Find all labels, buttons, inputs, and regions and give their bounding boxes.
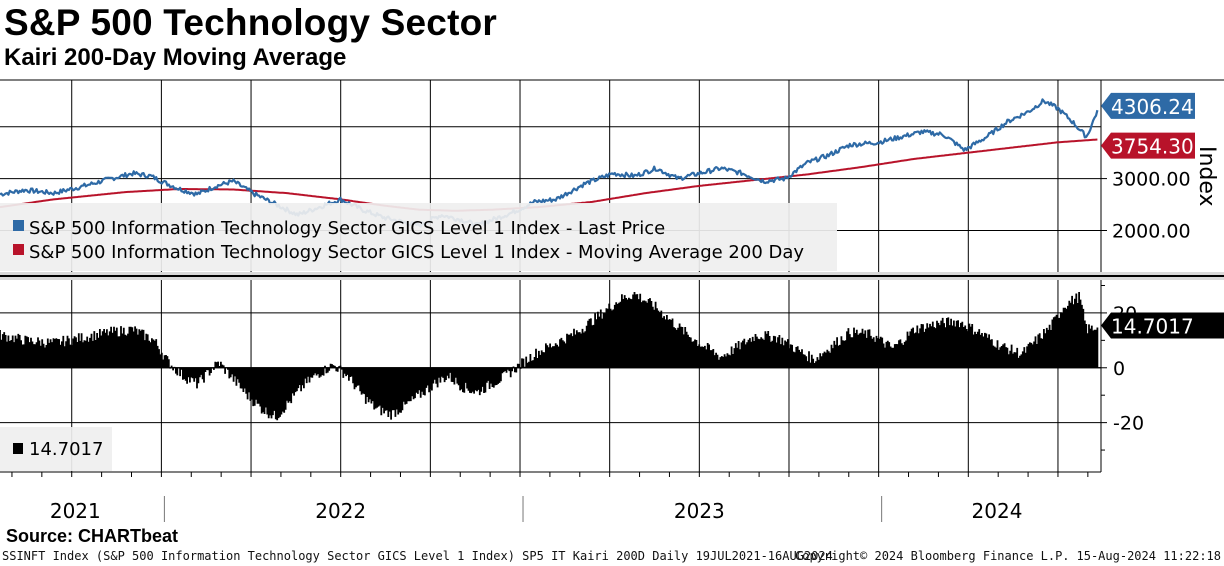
legend-swatch-ma <box>13 244 24 255</box>
x-tick-label: 2024 <box>972 499 1023 523</box>
legend-label-ma: S&P 500 Information Technology Sector GI… <box>29 242 804 263</box>
footer-timestamp: 15-Aug-2024 11:22:18 <box>1076 549 1222 563</box>
x-tick-label: 2023 <box>674 499 725 523</box>
kairi-ytick-label: -20 <box>1113 413 1144 435</box>
kairi-last-tag: 14.7017 <box>1101 312 1224 339</box>
x-tick-label: 2021 <box>50 499 101 523</box>
chart-title: S&P 500 Technology Sector <box>4 2 498 43</box>
price-axis-title: Index <box>1194 146 1219 207</box>
legend-label-kairi: 14.7017 <box>29 439 103 460</box>
ma-last-tag-shape <box>1101 132 1195 159</box>
footer-copyright: Copyright© 2024 Bloomberg Finance L.P. <box>795 549 1070 563</box>
x-tick-label: 2022 <box>315 499 366 523</box>
price-ytick-label: 3000.00 <box>1112 169 1191 191</box>
source-label: Source: CHARTbeat <box>6 526 179 546</box>
kairi-legend: 14.7017 <box>0 427 112 471</box>
price-last-tag: 4306.24 <box>1101 92 1195 119</box>
chart-subtitle: Kairi 200-Day Moving Average <box>4 44 347 71</box>
price-last-tag-shape <box>1101 92 1195 119</box>
price-last-tag-label: 4306.24 <box>1111 95 1194 119</box>
kairi-panel: 14.7017 <box>0 280 1101 472</box>
kairi-histogram <box>0 292 1099 421</box>
legend-label-price: S&P 500 Information Technology Sector GI… <box>29 218 665 239</box>
ma-last-tag: 3754.30 <box>1101 132 1195 159</box>
footer-description: SSINFT Index (S&P 500 Information Techno… <box>2 549 833 563</box>
ma-last-tag-label: 3754.30 <box>1111 135 1194 159</box>
price-panel: S&P 500 Information Technology Sector GI… <box>0 79 1224 272</box>
price-legend: S&P 500 Information Technology Sector GI… <box>0 203 837 271</box>
legend-swatch-price <box>13 220 24 231</box>
kairi-last-tag-label: 14.7017 <box>1111 314 1194 338</box>
price-ytick-label: 2000.00 <box>1112 220 1191 242</box>
price-legend-box <box>0 203 837 271</box>
kairi-ytick-label: 0 <box>1113 358 1125 380</box>
legend-swatch-kairi <box>13 443 23 454</box>
kairi-last-tag-shape <box>1101 312 1224 339</box>
price-line <box>0 98 1099 228</box>
